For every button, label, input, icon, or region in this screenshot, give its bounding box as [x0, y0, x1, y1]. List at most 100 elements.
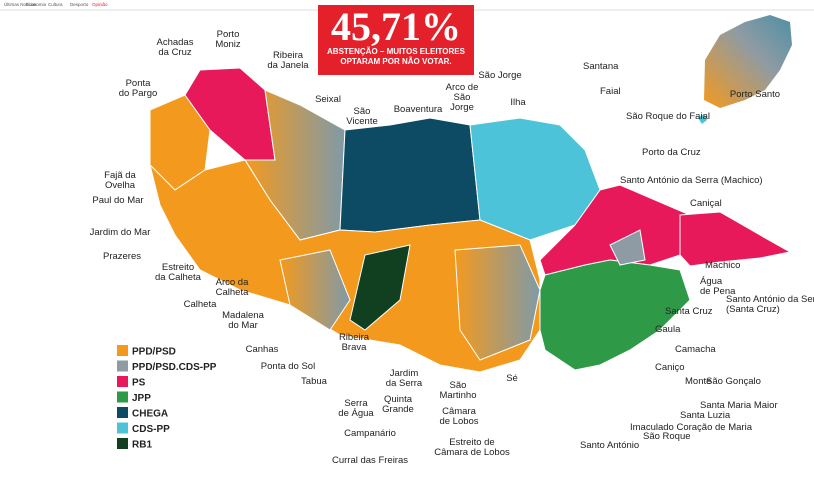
region [609, 229, 646, 266]
region [539, 259, 691, 371]
place-label: Estreito de [449, 437, 494, 448]
place-label: Imaculado Coração de Maria [630, 422, 753, 433]
place-label: Vicente [346, 116, 378, 127]
nav-item: Desporto [70, 2, 89, 7]
islet [698, 114, 707, 124]
legend-label: PPD/PSD [132, 347, 176, 358]
region [349, 244, 411, 331]
place-label: da Serra [386, 378, 423, 389]
place-label: Caniçal [690, 198, 722, 209]
nav-item: Cultura [48, 2, 63, 7]
place-label: Campanário [344, 428, 396, 439]
place-label: Santo António da Serra [726, 294, 814, 305]
legend-label: PPD/PSD.CDS-PP [132, 362, 217, 373]
place-label: Santa Luzia [680, 410, 731, 421]
place-label: Madalena [222, 310, 264, 321]
place-label: Machico [705, 260, 740, 271]
legend-swatch [117, 407, 128, 418]
place-label: São Jorge [478, 70, 521, 81]
header-figure: 45,71% [331, 4, 461, 49]
place-label: Achadas [157, 37, 194, 48]
legend-label: CDS-PP [132, 424, 170, 435]
place-label: do Mar [228, 320, 258, 331]
place-label: Arco de [446, 82, 479, 93]
place-label: (Santa Cruz) [726, 304, 780, 315]
place-label: Calheta [216, 287, 249, 298]
place-label: Estreito [162, 262, 194, 273]
place-label: Porto [217, 29, 240, 40]
island-porto-santo [704, 15, 792, 108]
place-label: Santo António da Serra (Machico) [620, 175, 763, 186]
legend-swatch [117, 422, 128, 434]
header-box [318, 5, 474, 75]
place-label: Santana [583, 61, 619, 72]
place-label: Camacha [675, 344, 716, 355]
place-label: Tabua [301, 376, 328, 387]
place-label: de Lobos [439, 416, 478, 427]
place-label: Curral das Freiras [332, 455, 408, 466]
legend-swatch [117, 345, 128, 356]
region [279, 249, 351, 331]
place-label: Água [700, 276, 723, 287]
place-label: Prazeres [103, 251, 141, 262]
region [454, 244, 541, 361]
place-label: Faial [600, 86, 621, 97]
header-line: OPTARAM POR NÃO VOTAR. [340, 57, 451, 66]
place-label: Martinho [440, 390, 477, 401]
place-label: Arco da [216, 277, 249, 288]
place-label: Porto Santo [730, 89, 780, 100]
place-label: São Roque do Faial [626, 111, 710, 122]
place-label: São Roque [643, 431, 691, 442]
legend-label: CHEGA [132, 409, 168, 420]
place-label: Canhas [246, 344, 279, 355]
place-label: Gaula [655, 324, 681, 335]
place-label: Fajã da [104, 170, 136, 181]
place-label: Caniço [655, 362, 685, 373]
place-label: São [454, 92, 471, 103]
place-label: Porto da Cruz [642, 147, 701, 158]
place-label: Câmara de Lobos [434, 447, 510, 458]
header-line: ABSTENÇÃO – MUITOS ELEITORES [327, 47, 466, 56]
place-label: Câmara [442, 406, 477, 417]
legend-label: JPP [132, 393, 151, 404]
place-label: da Calheta [155, 272, 202, 283]
region [339, 117, 481, 233]
place-label: Sé [506, 373, 518, 384]
place-label: Jardim do Mar [90, 227, 151, 238]
place-label: Ribeira [339, 332, 370, 343]
place-label: São [354, 106, 371, 117]
place-label: Brava [342, 342, 368, 353]
place-label: Boaventura [394, 104, 443, 115]
place-label: Paul do Mar [92, 195, 143, 206]
legend-swatch [117, 360, 128, 372]
place-label: Monte [685, 376, 711, 387]
place-label: da Cruz [158, 47, 192, 58]
legend-swatch [117, 438, 128, 449]
legend-label: PS [132, 378, 146, 389]
legend-label: RB1 [132, 440, 152, 451]
place-label: Ilha [510, 97, 526, 108]
place-label: São Gonçalo [706, 376, 761, 387]
place-label: Ovelha [105, 180, 136, 191]
place-label: Ponta do Sol [261, 361, 315, 372]
place-label: de Pena [700, 286, 736, 297]
nav-item: Últimas Notícias [4, 1, 37, 7]
place-label: do Pargo [119, 88, 158, 99]
place-label: Jardim [390, 368, 419, 379]
place-label: São [450, 380, 467, 391]
nav-item: Economia [26, 2, 47, 7]
place-label: Seixal [315, 94, 341, 105]
region [679, 211, 792, 267]
place-label: Moniz [215, 39, 241, 50]
place-label: de Água [338, 408, 374, 419]
place-label: Santo António [580, 440, 639, 451]
nav-item: Opinião [92, 2, 108, 7]
place-label: Ribeira [273, 50, 304, 61]
legend-swatch [117, 376, 128, 387]
place-label: Santa Cruz [665, 306, 713, 317]
place-label: Calheta [184, 299, 217, 310]
place-label: Grande [382, 404, 414, 415]
